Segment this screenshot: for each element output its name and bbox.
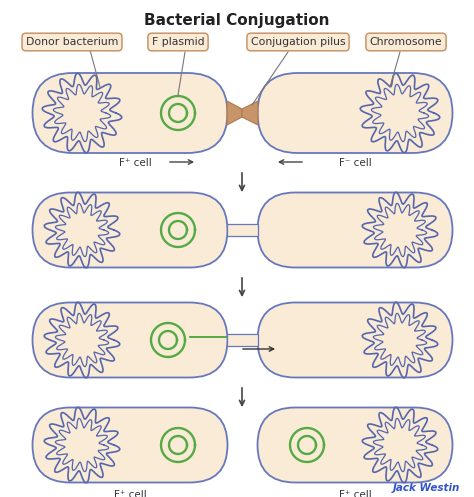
Circle shape [54, 312, 110, 368]
FancyBboxPatch shape [257, 408, 453, 483]
Circle shape [54, 202, 110, 258]
FancyBboxPatch shape [33, 192, 228, 267]
Circle shape [52, 83, 112, 143]
FancyBboxPatch shape [33, 408, 228, 483]
Polygon shape [227, 101, 242, 125]
Circle shape [150, 322, 186, 358]
Circle shape [370, 83, 430, 143]
Circle shape [160, 427, 196, 463]
Text: F⁺ cell: F⁺ cell [114, 490, 146, 497]
Circle shape [160, 95, 196, 131]
Polygon shape [242, 101, 258, 125]
Text: F plasmid: F plasmid [152, 37, 204, 47]
Text: Donor bacterium: Donor bacterium [26, 37, 118, 47]
Polygon shape [227, 224, 258, 236]
Circle shape [160, 212, 196, 248]
FancyBboxPatch shape [33, 73, 228, 153]
Circle shape [372, 202, 428, 258]
FancyBboxPatch shape [33, 303, 228, 378]
Text: Jack Westin: Jack Westin [392, 483, 460, 493]
Text: Conjugation pilus: Conjugation pilus [251, 37, 346, 47]
FancyBboxPatch shape [257, 303, 453, 378]
Circle shape [372, 417, 428, 473]
Text: F⁻ cell: F⁻ cell [338, 158, 371, 168]
Circle shape [372, 312, 428, 368]
Circle shape [54, 417, 110, 473]
Text: F⁺ cell: F⁺ cell [338, 490, 371, 497]
Text: F⁺ cell: F⁺ cell [118, 158, 151, 168]
Text: Chromosome: Chromosome [370, 37, 442, 47]
FancyBboxPatch shape [257, 192, 453, 267]
Polygon shape [227, 334, 258, 346]
Circle shape [289, 427, 325, 463]
FancyBboxPatch shape [257, 73, 453, 153]
Text: Bacterial Conjugation: Bacterial Conjugation [144, 13, 330, 28]
